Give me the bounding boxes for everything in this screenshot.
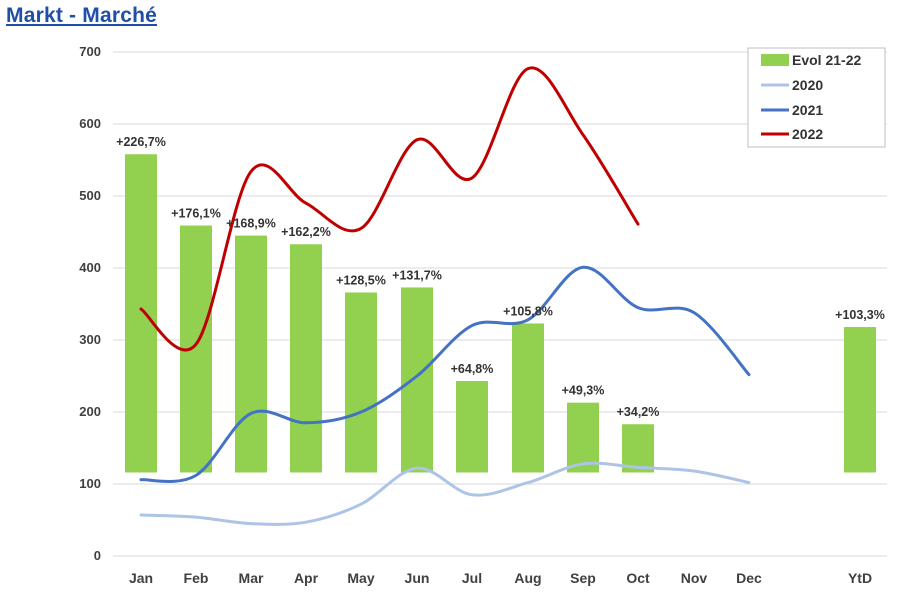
bar-may <box>345 292 377 473</box>
legend-label-2022: 2022 <box>792 126 823 142</box>
data-label-may: +128,5% <box>336 273 386 287</box>
y-tick-label: 200 <box>79 404 101 419</box>
x-tick-label-jul: Jul <box>462 570 482 586</box>
y-axis-ticks: 0 100 200 300 400 500 600 700 <box>79 44 101 563</box>
page-title: Markt - Marché <box>6 4 158 27</box>
legend-label-2021: 2021 <box>792 102 823 118</box>
data-label-jan: +226,7% <box>116 135 166 149</box>
data-label-jun: +131,7% <box>392 268 442 282</box>
bar-jun <box>401 287 433 473</box>
x-tick-label-feb: Feb <box>184 570 209 586</box>
x-tick-label-may: May <box>347 570 374 586</box>
data-labels: +226,7% +176,1% +168,9% +162,2% +128,5% +131,… <box>116 135 885 419</box>
data-label-oct: +34,2% <box>617 405 660 419</box>
data-label-jul: +64,8% <box>451 362 494 376</box>
legend-swatch-evol <box>761 54 789 66</box>
data-label-feb: +176,1% <box>171 207 221 221</box>
x-tick-label-nov: Nov <box>681 570 708 586</box>
bar-jul <box>456 381 488 473</box>
x-tick-label-jan: Jan <box>129 570 153 586</box>
line-2022 <box>139 66 640 352</box>
bar-mar <box>235 235 267 473</box>
y-tick-label: 300 <box>79 332 101 347</box>
y-tick-label: 400 <box>79 260 101 275</box>
bar-oct <box>622 424 654 473</box>
legend-label-evol: Evol 21-22 <box>792 52 861 68</box>
y-tick-label: 0 <box>94 548 101 563</box>
bar-jan <box>125 154 157 473</box>
x-tick-label-apr: Apr <box>294 570 319 586</box>
line-2020 <box>139 461 751 526</box>
x-tick-label-ytd: YtD <box>848 570 872 586</box>
data-label-sep: +49,3% <box>562 384 605 398</box>
legend-label-2020: 2020 <box>792 77 823 93</box>
bar-aug <box>512 323 544 473</box>
x-tick-label-mar: Mar <box>239 570 264 586</box>
line-2021 <box>139 265 751 483</box>
bar-sep <box>567 402 599 473</box>
data-label-mar: +168,9% <box>226 217 276 231</box>
data-label-ytd: +103,3% <box>835 308 885 322</box>
data-label-apr: +162,2% <box>281 225 331 239</box>
y-tick-label: 700 <box>79 44 101 59</box>
x-axis-categories: Jan Feb Mar Apr May Jun Jul Aug Sep Oct Nov Dec YtD <box>129 570 872 586</box>
legend: Evol 21-22 2020 2021 2022 <box>747 47 886 148</box>
y-tick-label: 100 <box>79 476 101 491</box>
line-series <box>139 66 751 526</box>
bar-apr <box>290 244 322 473</box>
data-label-aug: +105,8% <box>503 304 553 318</box>
y-tick-label: 600 <box>79 116 101 131</box>
x-tick-label-oct: Oct <box>626 570 650 586</box>
bar-ytd <box>844 327 876 473</box>
x-tick-label-jun: Jun <box>405 570 430 586</box>
x-tick-label-aug: Aug <box>514 570 541 586</box>
y-tick-label: 500 <box>79 188 101 203</box>
x-tick-label-dec: Dec <box>736 570 762 586</box>
bar-series <box>125 154 876 473</box>
x-tick-label-sep: Sep <box>570 570 596 586</box>
